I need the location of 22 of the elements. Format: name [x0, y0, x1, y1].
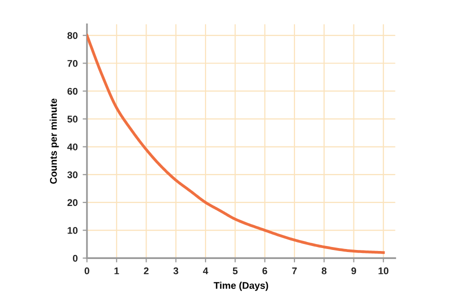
- y-tick-label: 10: [68, 227, 78, 234]
- x-tick-label: 5: [232, 267, 238, 274]
- y-tick-label: 30: [67, 171, 78, 178]
- y-tick-label: 50: [67, 116, 78, 123]
- x-tick-label: 8: [322, 267, 327, 274]
- x-tick-label: 1: [114, 267, 120, 274]
- y-axis-title: Counts per minute: [50, 98, 59, 184]
- x-tick-label: 10: [378, 267, 388, 274]
- x-tick-label: 7: [292, 267, 297, 274]
- y-tick-label: 20: [67, 199, 78, 206]
- y-tick-label: 70: [68, 60, 78, 67]
- y-tick-label: 40: [67, 143, 78, 150]
- y-tick-label: 60: [67, 88, 78, 95]
- y-tick-label: 0: [72, 254, 78, 262]
- x-tick-label: 9: [351, 267, 356, 274]
- x-tick-label: 2: [144, 267, 149, 274]
- x-tick-label: 3: [173, 267, 178, 274]
- y-tick-label: 80: [67, 32, 78, 40]
- x-tick-label: 4: [202, 267, 208, 274]
- x-tick-label: 6: [262, 267, 268, 274]
- x-tick-label: 0: [84, 267, 90, 274]
- x-axis-title: Time (Days): [214, 282, 268, 291]
